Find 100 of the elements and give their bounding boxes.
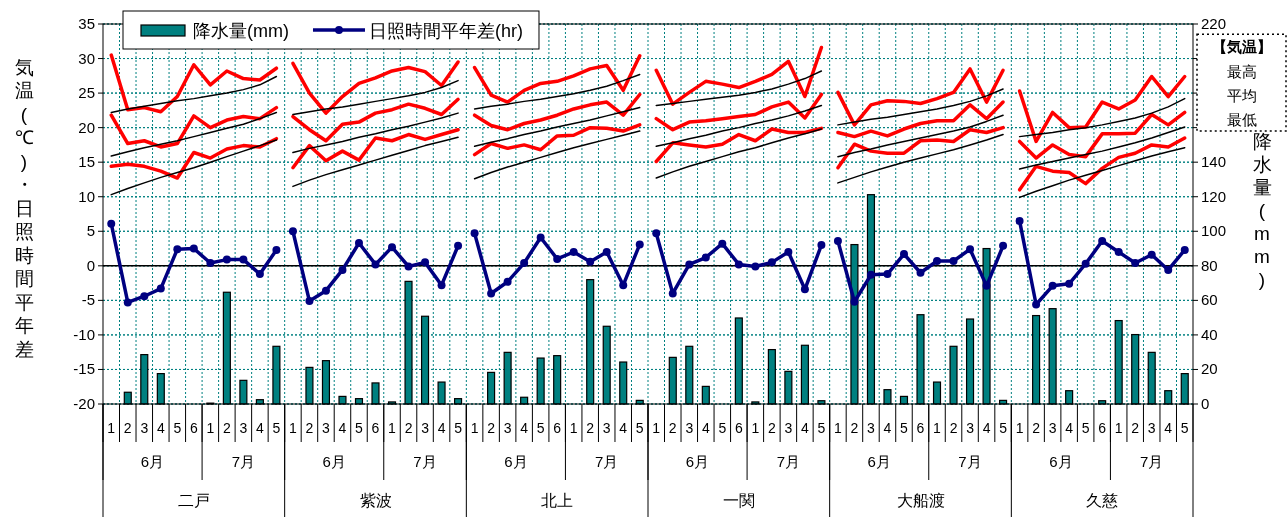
y-tick-label: 25 bbox=[78, 84, 95, 102]
x-tick-label: 4 bbox=[883, 420, 892, 436]
x-tick-label: 3 bbox=[602, 420, 611, 436]
x-tick-label: 3 bbox=[966, 420, 975, 436]
text: 大船渡 bbox=[896, 492, 945, 509]
legend-label: 日照時間平年差(hr) bbox=[368, 21, 523, 41]
x-tick-label: 5 bbox=[999, 420, 1008, 436]
x-tick-label: 4 bbox=[619, 420, 628, 436]
x-tick-label: 1 bbox=[206, 420, 215, 436]
x-tick-label: 6 bbox=[553, 420, 562, 436]
y-tick-label: -15 bbox=[73, 360, 95, 378]
x-tick-label: 4 bbox=[982, 420, 991, 436]
text: 北上 bbox=[541, 492, 574, 509]
text: 最低 bbox=[1226, 111, 1257, 128]
x-tick-label: 3 bbox=[784, 420, 793, 436]
text: 7月 bbox=[595, 453, 619, 470]
text: 気温(℃)・日照時間平年差 bbox=[14, 56, 34, 360]
x-tick-label: 6 bbox=[916, 420, 925, 436]
x-tick-label: 2 bbox=[850, 420, 859, 436]
x-tick-label: 2 bbox=[404, 420, 413, 436]
text: 6月 bbox=[867, 453, 891, 470]
x-tick-label: 5 bbox=[536, 420, 545, 436]
y-tick-label: 30 bbox=[78, 49, 95, 67]
x-tick-label: 1 bbox=[289, 420, 298, 436]
x-tick-label: 4 bbox=[701, 420, 710, 436]
y2-tick-label: 100 bbox=[1201, 222, 1227, 240]
x-tick-label: 1 bbox=[1114, 420, 1123, 436]
legend-label: 降水量(mm) bbox=[193, 21, 289, 41]
x-tick-label: 3 bbox=[421, 420, 430, 436]
x-tick-label: 2 bbox=[222, 420, 231, 436]
x-tick-label: 1 bbox=[933, 420, 942, 436]
x-tick-label: 2 bbox=[586, 420, 595, 436]
x-tick-label: 4 bbox=[1164, 420, 1173, 436]
y2-tick-label: 60 bbox=[1201, 291, 1218, 309]
x-tick-label: 1 bbox=[388, 420, 397, 436]
x-tick-label: 2 bbox=[668, 420, 677, 436]
y-tick-label: -20 bbox=[73, 395, 95, 412]
text: 6月 bbox=[685, 453, 710, 470]
x-tick-label: 5 bbox=[454, 420, 463, 436]
x-tick-label: 5 bbox=[718, 420, 727, 436]
x-tick-label: 5 bbox=[635, 420, 644, 436]
x-tick-label: 4 bbox=[520, 420, 529, 436]
x-tick-label: 6 bbox=[371, 420, 380, 436]
x-tick-label: 1 bbox=[1015, 420, 1024, 436]
text: 二戸 bbox=[177, 492, 210, 509]
text: 7月 bbox=[231, 453, 256, 470]
text: 平均 bbox=[1226, 86, 1257, 104]
x-tick-label: 5 bbox=[817, 420, 826, 436]
x-tick-label: 3 bbox=[1048, 420, 1057, 436]
x-tick-label: 2 bbox=[1131, 420, 1140, 436]
x-tick-label: 5 bbox=[1081, 420, 1090, 436]
x-tick-label: 4 bbox=[437, 420, 446, 436]
x-tick-label: 1 bbox=[834, 420, 843, 436]
y2-tick-label: 220 bbox=[1201, 15, 1227, 32]
x-tick-label: 1 bbox=[652, 420, 661, 436]
text: 7月 bbox=[776, 453, 801, 470]
text: 7月 bbox=[958, 453, 982, 470]
x-tick-label: 1 bbox=[470, 420, 479, 436]
x-tick-label: 5 bbox=[355, 420, 364, 436]
y-tick-label: 10 bbox=[78, 187, 95, 205]
x-tick-label: 4 bbox=[801, 420, 809, 436]
y2-tick-label: 120 bbox=[1201, 187, 1227, 205]
text: 6月 bbox=[140, 453, 165, 470]
y-tick-label: 35 bbox=[78, 15, 95, 32]
y2-axis-title: 降水量(mm) bbox=[1252, 131, 1272, 291]
y-tick-label: 15 bbox=[78, 153, 95, 171]
y2-tick-label: 40 bbox=[1201, 325, 1218, 343]
x-tick-label: 6 bbox=[1098, 420, 1107, 436]
x-tick-label: 4 bbox=[256, 420, 264, 436]
y-tick-label: 0 bbox=[86, 256, 95, 274]
y2-tick-label: 140 bbox=[1201, 153, 1227, 171]
x-tick-label: 3 bbox=[685, 420, 694, 436]
x-tick-label: 3 bbox=[867, 420, 876, 436]
x-tick-label: 3 bbox=[140, 420, 149, 436]
x-tick-label: 6 bbox=[734, 420, 743, 436]
x-tick-label: 5 bbox=[173, 420, 182, 436]
text: 6月 bbox=[504, 453, 528, 470]
x-tick-label: 4 bbox=[156, 420, 165, 436]
text: 【気温】 bbox=[1211, 38, 1272, 56]
y2-tick-label: 0 bbox=[1201, 395, 1210, 412]
y-tick-label: -10 bbox=[73, 325, 95, 343]
text: 6月 bbox=[1049, 453, 1073, 470]
x-tick-label: 6 bbox=[189, 420, 198, 436]
x-tick-label: 2 bbox=[767, 420, 776, 436]
x-tick-label: 2 bbox=[123, 420, 132, 436]
x-tick-label: 1 bbox=[107, 420, 116, 436]
x-tick-label: 5 bbox=[272, 420, 281, 436]
y2-tick-label: 80 bbox=[1201, 256, 1218, 274]
y-tick-label: 20 bbox=[78, 118, 95, 136]
x-tick-label: 5 bbox=[900, 420, 909, 436]
x-tick-label: 4 bbox=[1065, 420, 1074, 436]
text: 久慈 bbox=[1086, 492, 1119, 509]
x-tick-label: 3 bbox=[239, 420, 248, 436]
x-tick-label: 1 bbox=[751, 420, 760, 436]
y-tick-label: 5 bbox=[86, 222, 95, 240]
x-tick-label: 3 bbox=[322, 420, 331, 436]
text: 7月 bbox=[1140, 453, 1164, 470]
x-tick-label: 1 bbox=[569, 420, 578, 436]
x-tick-label: 4 bbox=[338, 420, 347, 436]
x-tick-label: 2 bbox=[487, 420, 496, 436]
